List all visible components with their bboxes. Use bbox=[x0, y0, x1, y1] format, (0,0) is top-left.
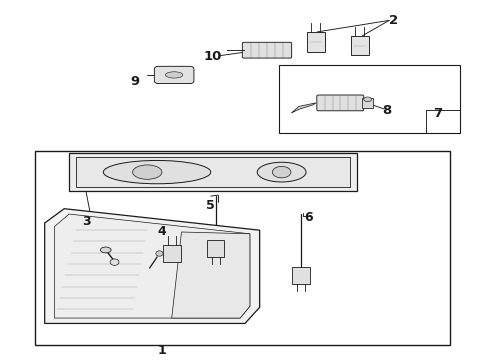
Ellipse shape bbox=[110, 259, 119, 265]
Bar bbox=[362, 98, 373, 108]
Bar bbox=[35, 151, 450, 345]
Polygon shape bbox=[54, 214, 250, 318]
Polygon shape bbox=[172, 232, 250, 318]
Bar bbox=[163, 244, 180, 262]
Ellipse shape bbox=[257, 162, 306, 182]
Polygon shape bbox=[45, 209, 260, 323]
Ellipse shape bbox=[103, 161, 211, 184]
Text: 10: 10 bbox=[204, 50, 222, 63]
Text: 2: 2 bbox=[390, 14, 398, 27]
Bar bbox=[350, 36, 369, 55]
Ellipse shape bbox=[364, 97, 371, 102]
Text: 8: 8 bbox=[382, 104, 392, 117]
FancyBboxPatch shape bbox=[243, 42, 292, 58]
FancyBboxPatch shape bbox=[154, 66, 194, 84]
Polygon shape bbox=[292, 103, 316, 113]
FancyBboxPatch shape bbox=[317, 95, 364, 111]
Text: 3: 3 bbox=[82, 215, 91, 228]
Bar bbox=[207, 240, 224, 257]
Bar bbox=[293, 267, 310, 284]
Ellipse shape bbox=[166, 72, 183, 78]
Text: 5: 5 bbox=[206, 199, 215, 212]
Polygon shape bbox=[69, 153, 357, 191]
Bar bbox=[307, 32, 325, 52]
Polygon shape bbox=[76, 157, 350, 187]
Text: 1: 1 bbox=[158, 344, 166, 357]
Bar bbox=[279, 65, 460, 134]
Ellipse shape bbox=[100, 247, 111, 253]
Text: 9: 9 bbox=[130, 75, 140, 88]
Ellipse shape bbox=[133, 165, 162, 179]
Text: 6: 6 bbox=[304, 211, 313, 224]
Text: 4: 4 bbox=[158, 225, 166, 238]
Ellipse shape bbox=[272, 166, 291, 178]
Ellipse shape bbox=[156, 251, 163, 256]
Text: 7: 7 bbox=[434, 107, 442, 120]
